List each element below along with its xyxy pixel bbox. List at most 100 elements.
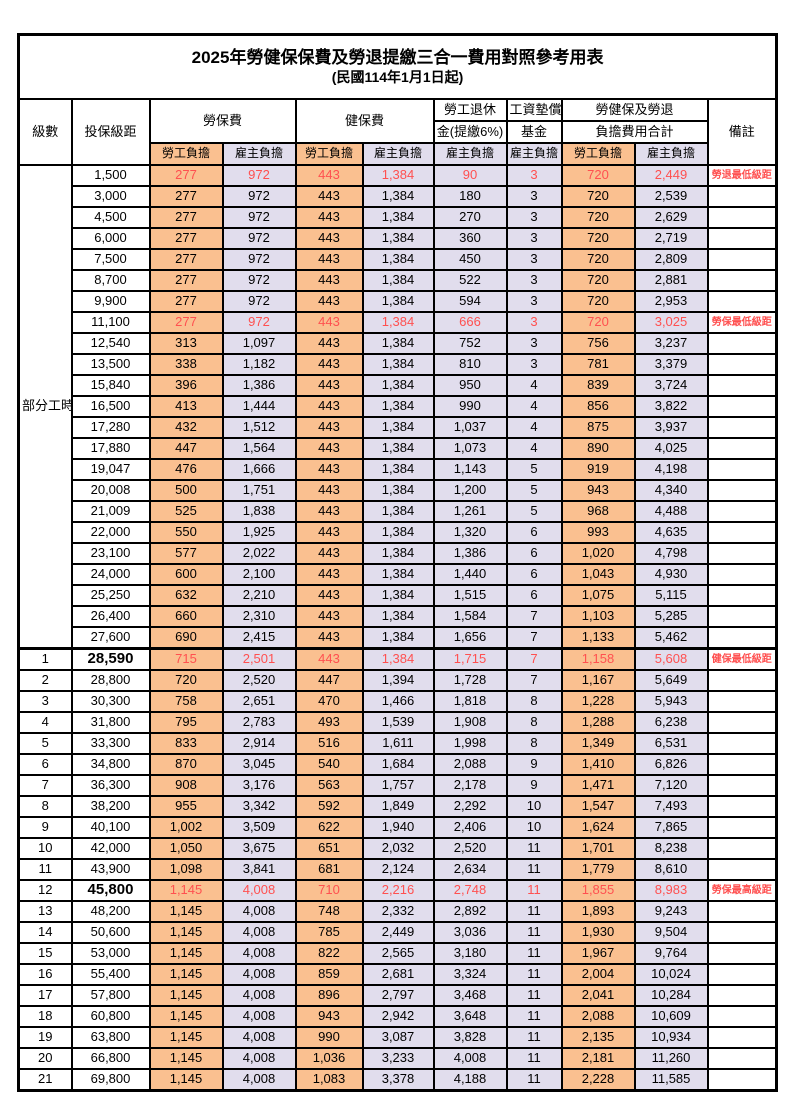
table-row: 2 28,800 720 2,520 447 1,394 1,728 7 1,167 5,649 bbox=[17, 669, 778, 692]
total-employer-cell: 10,024 bbox=[633, 963, 709, 986]
wage-fund-employer-cell: 11 bbox=[505, 963, 563, 986]
col-header-remark: 備註 bbox=[706, 98, 778, 166]
remark-cell bbox=[706, 605, 778, 628]
labor-employee-cell: 500 bbox=[148, 479, 224, 502]
bracket-cell: 48,200 bbox=[70, 900, 151, 923]
total-employer-cell: 4,198 bbox=[633, 458, 709, 481]
health-employee-cell: 443 bbox=[294, 185, 364, 208]
bracket-cell: 42,000 bbox=[70, 837, 151, 860]
remark-cell bbox=[706, 206, 778, 229]
pension-employer-cell: 2,178 bbox=[432, 774, 508, 797]
header-row-3: 勞工負擔 雇主負擔 勞工負擔 雇主負擔 雇主負擔 雇主負擔 勞工負擔 雇主負擔 bbox=[19, 142, 777, 166]
health-employee-cell: 443 bbox=[294, 164, 364, 187]
wage-fund-employer-cell: 11 bbox=[505, 879, 563, 902]
health-employee-cell: 443 bbox=[294, 311, 364, 334]
total-employee-cell: 1,471 bbox=[560, 774, 636, 797]
total-employee-cell: 1,967 bbox=[560, 942, 636, 965]
pension-employer-cell: 1,715 bbox=[432, 647, 508, 671]
total-employee-cell: 2,181 bbox=[560, 1047, 636, 1070]
health-employee-cell: 443 bbox=[294, 479, 364, 502]
health-employer-cell: 3,087 bbox=[361, 1026, 435, 1049]
bracket-cell: 34,800 bbox=[70, 753, 151, 776]
total-employee-cell: 1,158 bbox=[560, 647, 636, 671]
table-row: 16 55,400 1,145 4,008 859 2,681 3,324 11 2,004 10… bbox=[17, 963, 778, 986]
health-employee-cell: 443 bbox=[294, 458, 364, 481]
health-employer-cell: 1,384 bbox=[361, 269, 435, 292]
wage-fund-employer-cell: 11 bbox=[505, 921, 563, 944]
wage-fund-employer-cell: 3 bbox=[505, 248, 563, 271]
total-employee-cell: 2,228 bbox=[560, 1068, 636, 1092]
page-title: 2025年勞健保保費及勞退提繳三合一費用對照參考用表 bbox=[191, 47, 604, 67]
wage-fund-employer-cell: 7 bbox=[505, 669, 563, 692]
total-employee-cell: 1,288 bbox=[560, 711, 636, 734]
labor-employer-cell: 972 bbox=[221, 269, 297, 292]
labor-employer-cell: 1,386 bbox=[221, 374, 297, 397]
header-row-2: 金(提繳6%) 基金 負擔費用合計 bbox=[19, 120, 777, 144]
level-cell: 6 bbox=[17, 753, 73, 776]
table-row: 18 60,800 1,145 4,008 943 2,942 3,648 11 2,088 10… bbox=[17, 1005, 778, 1028]
bracket-cell: 15,840 bbox=[70, 374, 151, 397]
total-employer-cell: 9,243 bbox=[633, 900, 709, 923]
health-employee-cell: 443 bbox=[294, 542, 364, 565]
labor-employer-cell: 4,008 bbox=[221, 1005, 297, 1028]
health-employer-cell: 3,233 bbox=[361, 1047, 435, 1070]
health-employer-cell: 2,332 bbox=[361, 900, 435, 923]
health-employer-cell: 3,378 bbox=[361, 1068, 435, 1092]
level-cell: 5 bbox=[17, 732, 73, 755]
labor-employer-cell: 972 bbox=[221, 164, 297, 187]
pension-employer-cell: 666 bbox=[432, 311, 508, 334]
labor-employee-cell: 338 bbox=[148, 353, 224, 376]
pension-employer-cell: 990 bbox=[432, 395, 508, 418]
labor-employer-cell: 4,008 bbox=[221, 942, 297, 965]
total-employer-cell: 5,285 bbox=[633, 605, 709, 628]
remark-cell bbox=[706, 269, 778, 292]
remark-cell bbox=[706, 563, 778, 586]
pension-employer-cell: 810 bbox=[432, 353, 508, 376]
bracket-cell: 13,500 bbox=[70, 353, 151, 376]
total-employer-cell: 4,340 bbox=[633, 479, 709, 502]
pension-employer-cell: 2,634 bbox=[432, 858, 508, 881]
remark-cell bbox=[706, 437, 778, 460]
wage-fund-employer-cell: 8 bbox=[505, 711, 563, 734]
total-employer-cell: 3,724 bbox=[633, 374, 709, 397]
pension-employer-cell: 1,728 bbox=[432, 669, 508, 692]
wage-fund-employer-cell: 11 bbox=[505, 858, 563, 881]
remark-cell bbox=[706, 332, 778, 355]
table-row: 24,000 600 2,100 443 1,384 1,440 6 1,043 4,930 bbox=[19, 563, 778, 586]
pension-employer-cell: 3,828 bbox=[432, 1026, 508, 1049]
labor-employee-cell: 1,145 bbox=[148, 942, 224, 965]
premium-reference-table: 2025年勞健保保費及勞退提繳三合一費用對照參考用表 (民國114年1月1日起)… bbox=[17, 33, 779, 1092]
labor-employee-cell: 1,145 bbox=[148, 921, 224, 944]
subheader-labor-employer: 雇主負擔 bbox=[221, 142, 297, 166]
labor-employee-cell: 600 bbox=[148, 563, 224, 586]
level-cell: 18 bbox=[17, 1005, 73, 1028]
labor-employee-cell: 870 bbox=[148, 753, 224, 776]
bracket-cell: 28,590 bbox=[70, 647, 151, 671]
labor-employer-cell: 3,342 bbox=[221, 795, 297, 818]
labor-employer-cell: 3,509 bbox=[221, 816, 297, 839]
pension-employer-cell: 1,656 bbox=[432, 626, 508, 650]
pension-employer-cell: 3,180 bbox=[432, 942, 508, 965]
remark-cell bbox=[706, 626, 778, 650]
labor-employer-cell: 2,651 bbox=[221, 690, 297, 713]
total-employee-cell: 2,135 bbox=[560, 1026, 636, 1049]
total-employee-cell: 2,041 bbox=[560, 984, 636, 1007]
health-employee-cell: 516 bbox=[294, 732, 364, 755]
health-employee-cell: 443 bbox=[294, 353, 364, 376]
table-row: 23,100 577 2,022 443 1,384 1,386 6 1,020 4,798 bbox=[19, 542, 778, 565]
health-employer-cell: 1,384 bbox=[361, 206, 435, 229]
total-employer-cell: 6,826 bbox=[633, 753, 709, 776]
total-employee-cell: 1,624 bbox=[560, 816, 636, 839]
col-header-pension-line1: 勞工退休 bbox=[432, 98, 508, 122]
total-employee-cell: 875 bbox=[560, 416, 636, 439]
level-cell: 20 bbox=[17, 1047, 73, 1070]
health-employee-cell: 443 bbox=[294, 290, 364, 313]
remark-cell bbox=[706, 858, 778, 881]
labor-employer-cell: 972 bbox=[221, 185, 297, 208]
labor-employee-cell: 715 bbox=[148, 647, 224, 671]
pension-employer-cell: 3,468 bbox=[432, 984, 508, 1007]
bracket-cell: 22,000 bbox=[70, 521, 151, 544]
col-header-total-line2: 負擔費用合計 bbox=[560, 120, 709, 144]
bracket-cell: 17,880 bbox=[70, 437, 151, 460]
health-employer-cell: 2,216 bbox=[361, 879, 435, 902]
